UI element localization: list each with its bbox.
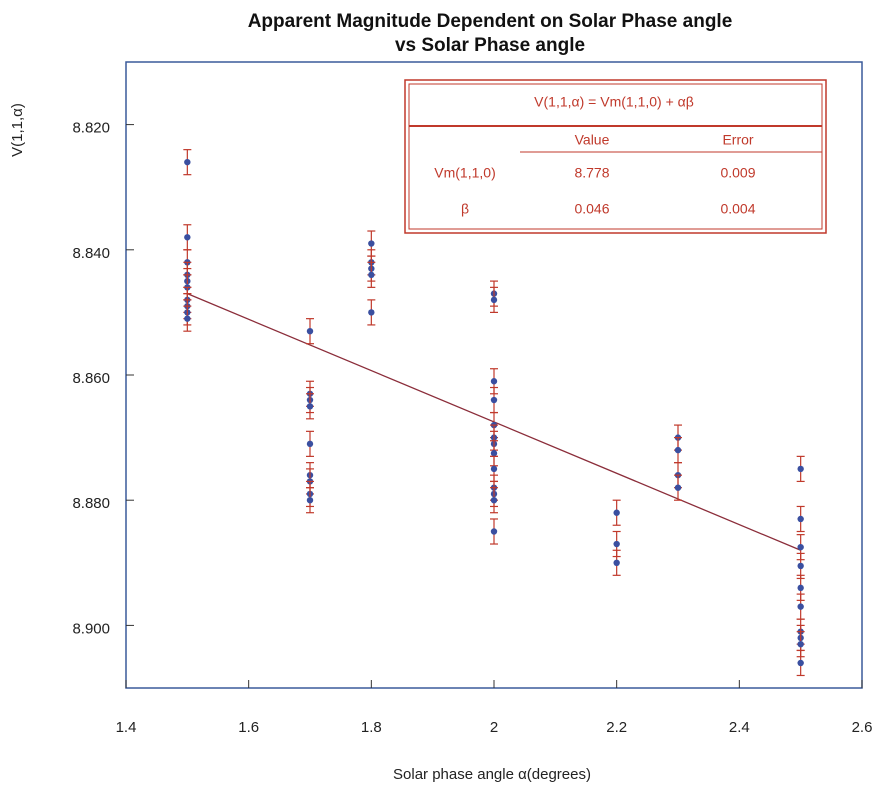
x-tick-label: 1.4	[116, 719, 137, 736]
x-tick-label: 1.6	[238, 719, 259, 736]
table-cell: 0.004	[720, 201, 755, 217]
point	[306, 403, 314, 410]
point	[674, 484, 682, 491]
point	[368, 271, 375, 279]
point	[490, 497, 498, 504]
point	[368, 240, 375, 247]
point	[490, 528, 498, 535]
y-tick-label: 8.840	[72, 245, 110, 262]
point	[490, 465, 498, 473]
chart-title: Apparent Magnitude Dependent on Solar Ph…	[248, 11, 733, 32]
point	[797, 640, 804, 648]
point	[797, 562, 804, 570]
x-tick-label: 2.4	[729, 719, 750, 736]
point	[797, 515, 804, 523]
x-axis-label: Solar phase angle α(degrees)	[393, 766, 591, 783]
point	[797, 603, 804, 610]
table-border	[404, 79, 827, 234]
table-cell: β	[461, 201, 469, 217]
table-title: V(1,1,α) = Vm(1,1,0) + αβ	[534, 94, 694, 110]
table-cell: 8.778	[574, 165, 609, 181]
x-tick-label: 2	[490, 719, 498, 736]
table-border	[408, 83, 823, 230]
point	[797, 659, 804, 667]
point	[613, 509, 620, 516]
point	[184, 158, 191, 166]
point	[490, 378, 498, 385]
y-tick-label: 8.860	[72, 370, 110, 387]
point	[490, 396, 498, 404]
chart-title: vs Solar Phase angle	[395, 35, 585, 56]
point	[490, 450, 498, 457]
point	[613, 540, 620, 548]
x-tick-label: 2.6	[852, 719, 873, 736]
point	[613, 559, 620, 566]
y-axis-label: V(1,1,α)	[9, 103, 26, 157]
y-tick-label: 8.880	[72, 495, 110, 512]
table-header: Value	[575, 132, 610, 148]
fit-table: V(1,1,α) = Vm(1,1,0) + αβ Value Error Vm…	[404, 79, 827, 234]
point	[184, 234, 191, 241]
point	[306, 440, 314, 448]
table-cell: 0.046	[574, 201, 609, 217]
table-header: Error	[722, 132, 753, 148]
table-cell: Vm(1,1,0)	[434, 165, 495, 181]
point	[797, 584, 804, 592]
point	[797, 543, 804, 551]
y-tick-label: 8.820	[72, 120, 110, 137]
y-tick-label: 8.900	[72, 620, 110, 637]
table-cell: 0.009	[720, 165, 755, 181]
x-tick-label: 2.2	[606, 719, 627, 736]
point	[368, 309, 375, 316]
point	[797, 465, 804, 473]
point	[306, 497, 314, 504]
point	[674, 446, 682, 454]
x-tick-label: 1.8	[361, 719, 382, 736]
point	[490, 296, 498, 304]
point	[306, 327, 314, 335]
point	[184, 315, 191, 322]
